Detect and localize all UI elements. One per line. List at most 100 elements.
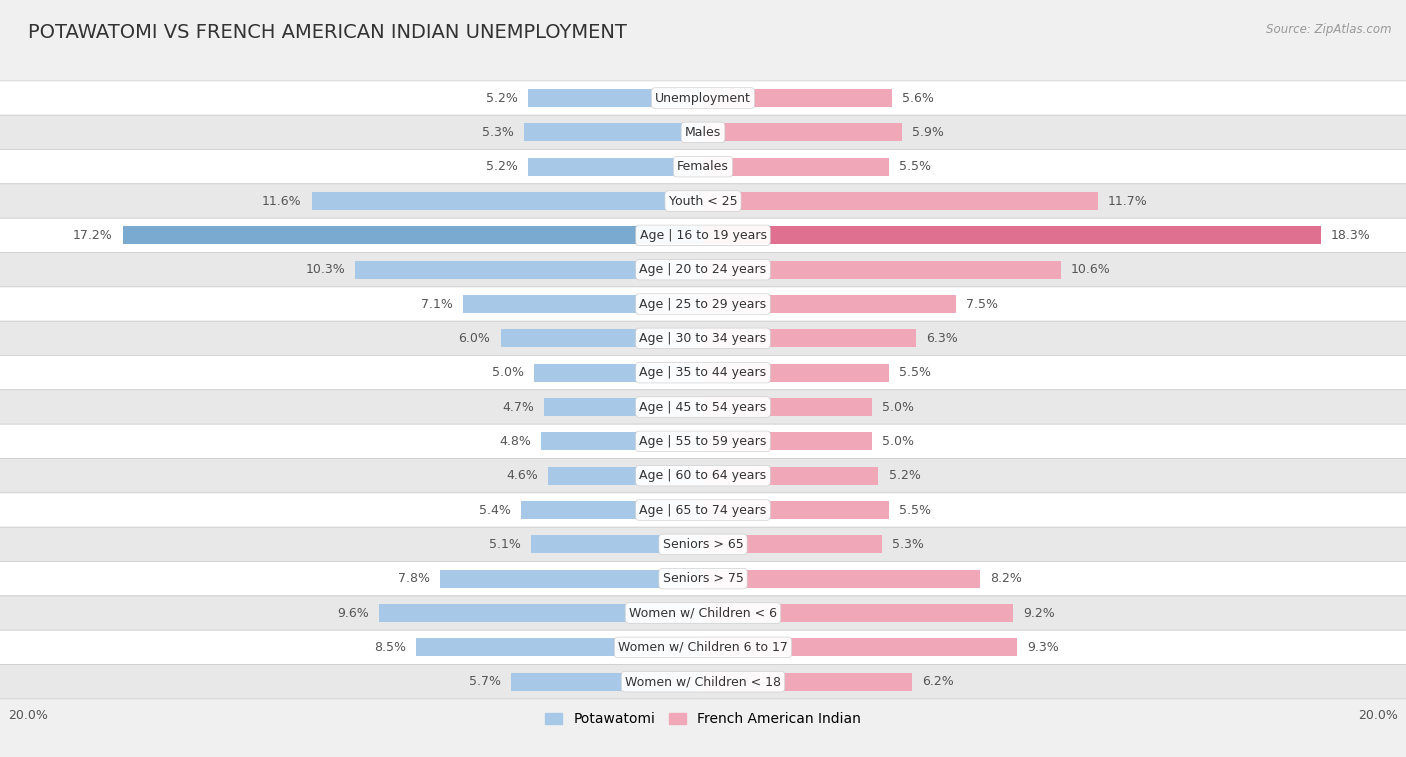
- Text: 9.2%: 9.2%: [1024, 606, 1056, 619]
- Bar: [703, 123, 903, 142]
- Text: Age | 25 to 29 years: Age | 25 to 29 years: [640, 298, 766, 310]
- Bar: [703, 432, 872, 450]
- Text: 5.9%: 5.9%: [912, 126, 943, 139]
- Bar: [703, 157, 889, 176]
- Bar: [534, 364, 703, 382]
- Bar: [703, 89, 891, 107]
- Bar: [531, 535, 703, 553]
- Bar: [464, 295, 703, 313]
- Text: Women w/ Children 6 to 17: Women w/ Children 6 to 17: [619, 641, 787, 654]
- FancyBboxPatch shape: [0, 527, 1406, 562]
- Text: Age | 65 to 74 years: Age | 65 to 74 years: [640, 503, 766, 516]
- Bar: [703, 638, 1017, 656]
- Text: 10.6%: 10.6%: [1071, 263, 1111, 276]
- Text: 5.2%: 5.2%: [485, 160, 517, 173]
- Text: 4.8%: 4.8%: [499, 435, 531, 448]
- Bar: [520, 501, 703, 519]
- Text: Women w/ Children < 6: Women w/ Children < 6: [628, 606, 778, 619]
- Text: Women w/ Children < 18: Women w/ Children < 18: [626, 675, 780, 688]
- Bar: [703, 467, 879, 484]
- Bar: [501, 329, 703, 347]
- Bar: [703, 329, 915, 347]
- FancyBboxPatch shape: [0, 287, 1406, 321]
- FancyBboxPatch shape: [0, 356, 1406, 390]
- Bar: [541, 432, 703, 450]
- Bar: [703, 364, 889, 382]
- Text: Seniors > 75: Seniors > 75: [662, 572, 744, 585]
- Text: 5.3%: 5.3%: [891, 538, 924, 551]
- Text: 6.2%: 6.2%: [922, 675, 955, 688]
- Text: 5.5%: 5.5%: [898, 503, 931, 516]
- FancyBboxPatch shape: [0, 630, 1406, 665]
- FancyBboxPatch shape: [0, 390, 1406, 424]
- Text: 5.2%: 5.2%: [889, 469, 921, 482]
- Bar: [527, 89, 703, 107]
- Text: 8.2%: 8.2%: [990, 572, 1022, 585]
- Bar: [510, 673, 703, 690]
- Text: 18.3%: 18.3%: [1330, 229, 1371, 241]
- Text: Age | 55 to 59 years: Age | 55 to 59 years: [640, 435, 766, 448]
- Bar: [312, 192, 703, 210]
- Bar: [703, 295, 956, 313]
- Bar: [544, 398, 703, 416]
- Bar: [703, 260, 1060, 279]
- Text: 5.4%: 5.4%: [479, 503, 510, 516]
- Text: Age | 60 to 64 years: Age | 60 to 64 years: [640, 469, 766, 482]
- Text: 5.0%: 5.0%: [882, 435, 914, 448]
- Text: Age | 30 to 34 years: Age | 30 to 34 years: [640, 332, 766, 345]
- FancyBboxPatch shape: [0, 150, 1406, 184]
- FancyBboxPatch shape: [0, 459, 1406, 493]
- Text: 7.5%: 7.5%: [966, 298, 998, 310]
- FancyBboxPatch shape: [0, 81, 1406, 115]
- Text: Seniors > 65: Seniors > 65: [662, 538, 744, 551]
- Text: Age | 45 to 54 years: Age | 45 to 54 years: [640, 400, 766, 413]
- Text: 9.6%: 9.6%: [337, 606, 368, 619]
- Text: Youth < 25: Youth < 25: [669, 195, 737, 207]
- Text: POTAWATOMI VS FRENCH AMERICAN INDIAN UNEMPLOYMENT: POTAWATOMI VS FRENCH AMERICAN INDIAN UNE…: [28, 23, 627, 42]
- Text: Age | 20 to 24 years: Age | 20 to 24 years: [640, 263, 766, 276]
- Bar: [703, 192, 1098, 210]
- FancyBboxPatch shape: [0, 184, 1406, 218]
- Bar: [416, 638, 703, 656]
- Text: Males: Males: [685, 126, 721, 139]
- FancyBboxPatch shape: [0, 218, 1406, 253]
- Text: 5.5%: 5.5%: [898, 160, 931, 173]
- Text: 5.5%: 5.5%: [898, 366, 931, 379]
- Text: 11.6%: 11.6%: [262, 195, 301, 207]
- Legend: Potawatomi, French American Indian: Potawatomi, French American Indian: [540, 706, 866, 731]
- Bar: [527, 157, 703, 176]
- Bar: [122, 226, 703, 245]
- Text: 17.2%: 17.2%: [73, 229, 112, 241]
- Text: 5.6%: 5.6%: [903, 92, 934, 104]
- Text: 8.5%: 8.5%: [374, 641, 406, 654]
- Text: 4.6%: 4.6%: [506, 469, 537, 482]
- FancyBboxPatch shape: [0, 665, 1406, 699]
- Text: Source: ZipAtlas.com: Source: ZipAtlas.com: [1267, 23, 1392, 36]
- Text: 5.0%: 5.0%: [492, 366, 524, 379]
- Text: 6.0%: 6.0%: [458, 332, 491, 345]
- Text: 4.7%: 4.7%: [502, 400, 534, 413]
- FancyBboxPatch shape: [0, 493, 1406, 527]
- FancyBboxPatch shape: [0, 115, 1406, 150]
- Bar: [703, 570, 980, 587]
- Text: 5.3%: 5.3%: [482, 126, 515, 139]
- Text: Age | 16 to 19 years: Age | 16 to 19 years: [640, 229, 766, 241]
- Text: 11.7%: 11.7%: [1108, 195, 1147, 207]
- Bar: [548, 467, 703, 484]
- Bar: [703, 604, 1014, 622]
- FancyBboxPatch shape: [0, 596, 1406, 630]
- Bar: [703, 398, 872, 416]
- Text: 5.0%: 5.0%: [882, 400, 914, 413]
- Text: Unemployment: Unemployment: [655, 92, 751, 104]
- Text: 5.7%: 5.7%: [468, 675, 501, 688]
- FancyBboxPatch shape: [0, 321, 1406, 356]
- FancyBboxPatch shape: [0, 424, 1406, 459]
- Bar: [703, 673, 912, 690]
- Bar: [440, 570, 703, 587]
- Text: Females: Females: [678, 160, 728, 173]
- Bar: [703, 226, 1320, 245]
- Text: 10.3%: 10.3%: [305, 263, 346, 276]
- Text: 7.8%: 7.8%: [398, 572, 430, 585]
- Text: 6.3%: 6.3%: [925, 332, 957, 345]
- Bar: [703, 501, 889, 519]
